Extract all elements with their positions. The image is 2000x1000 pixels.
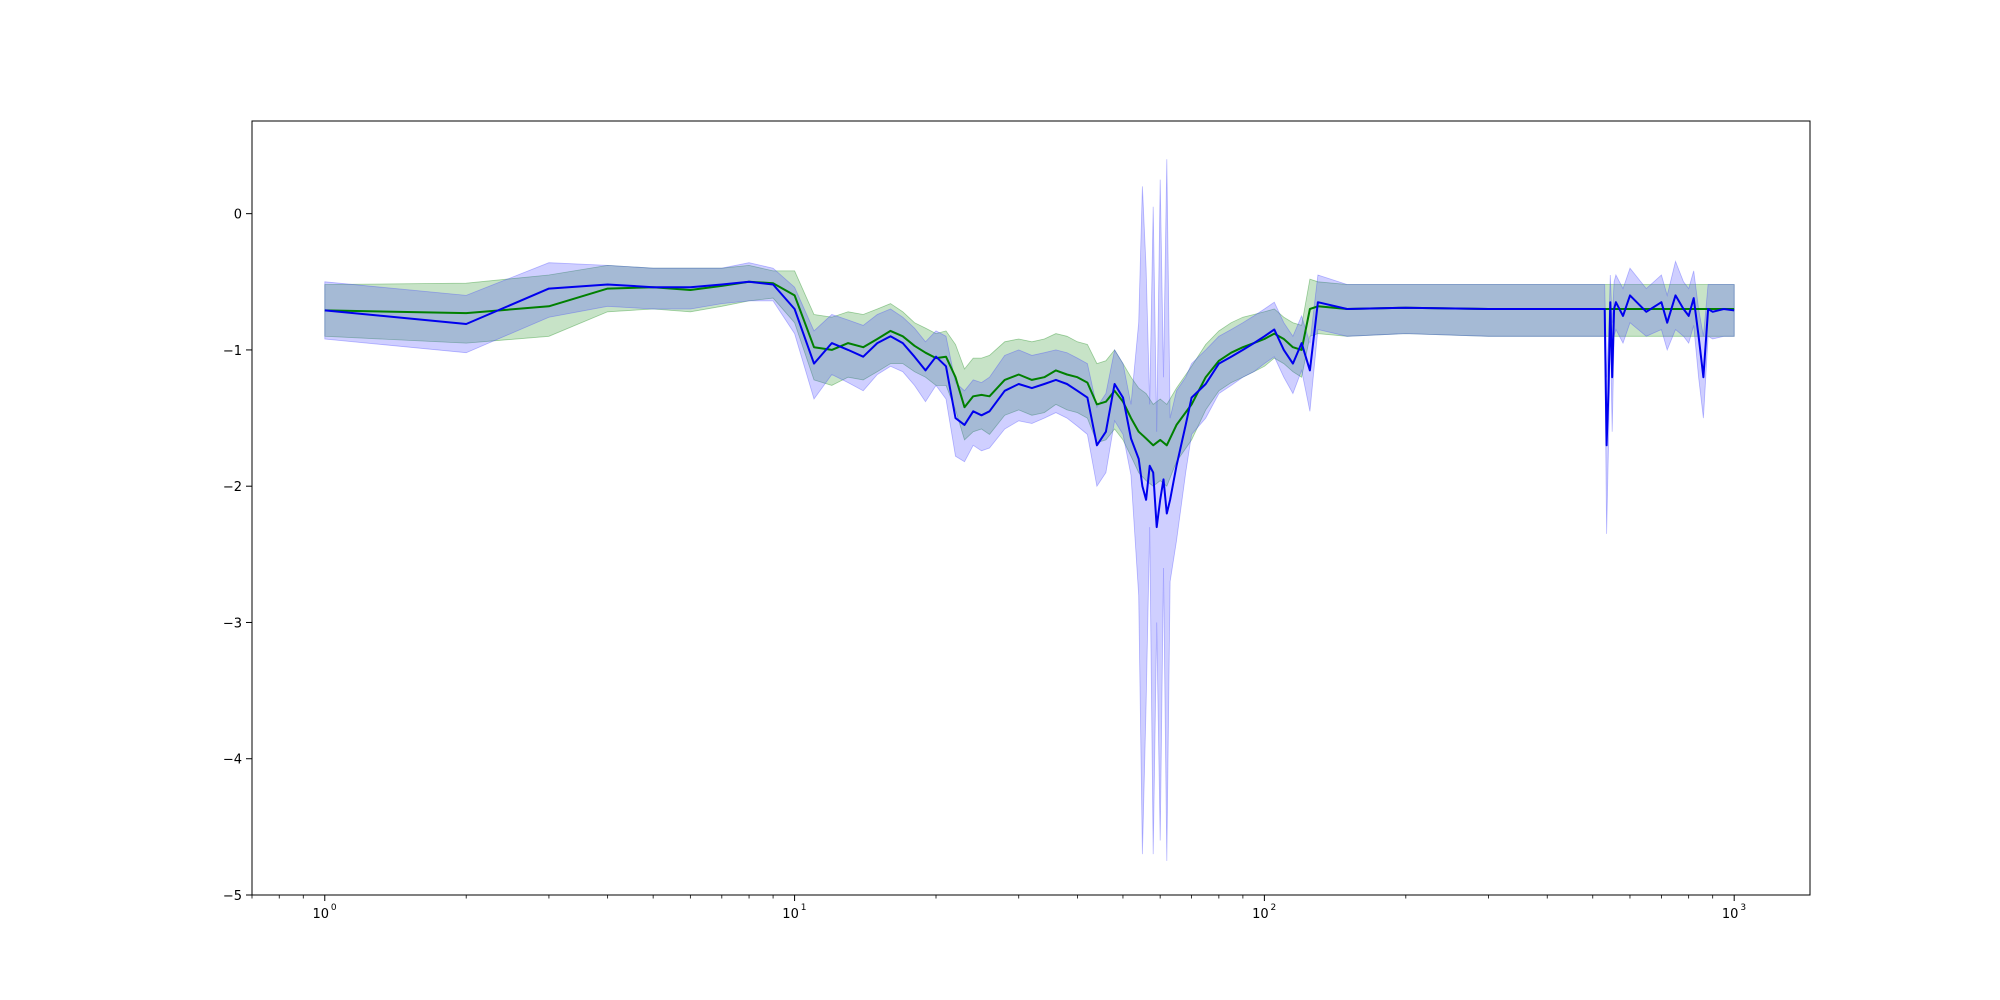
axes-frame [251, 120, 1811, 896]
x-tick-label: 10 [1252, 907, 1269, 922]
x-tick-label-exponent: 0 [331, 903, 337, 913]
x-tick-label: 10 [782, 907, 799, 922]
y-tick-label: −2 [223, 480, 242, 495]
series-0-band [324, 264, 1735, 487]
x-axis: 10 0 10 1 10 2 10 3 [251, 895, 1746, 922]
x-tick-label-exponent: 2 [1271, 903, 1277, 913]
x-tick-label-exponent: 1 [801, 903, 807, 913]
y-tick-label: −4 [223, 753, 242, 768]
y-tick-label: −5 [223, 889, 242, 904]
series-1-line [324, 280, 1735, 529]
x-tick-label: 10 [1722, 907, 1739, 922]
x-tick-label-exponent: 3 [1740, 903, 1746, 913]
series-1-band [324, 159, 1735, 861]
confidence-bands [324, 159, 1735, 861]
y-axis: 0 −1 −2 −3 −4 −5 [223, 208, 252, 904]
y-tick-label: −3 [223, 616, 242, 631]
y-tick-label: 0 [234, 208, 242, 223]
y-tick-label: −1 [223, 344, 242, 359]
x-tick-label: 10 [313, 907, 330, 922]
series-lines [324, 280, 1735, 529]
